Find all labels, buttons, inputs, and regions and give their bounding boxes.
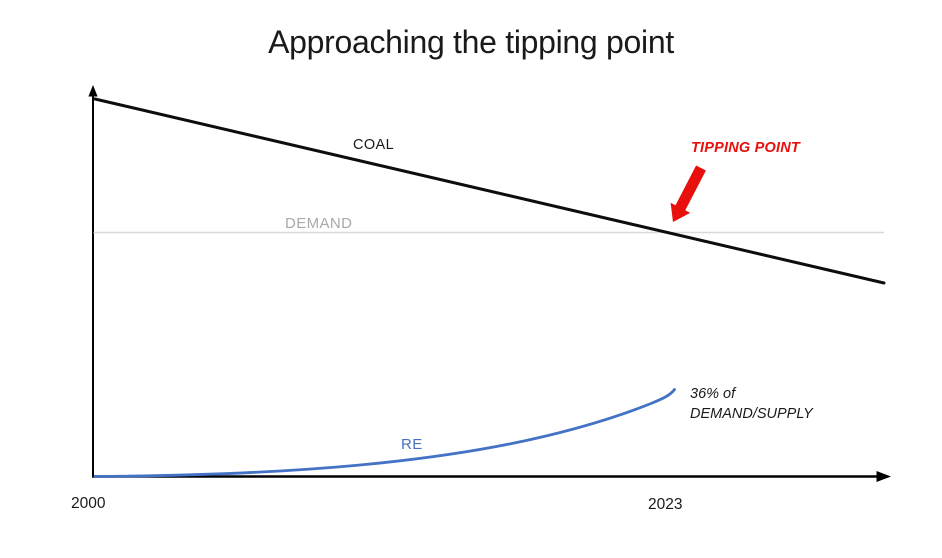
re-series-curve [93,388,676,478]
tipping-point-label: TIPPING POINT [691,140,800,156]
slide-title: Approaching the tipping point [268,24,674,60]
coal-series-line [93,97,886,285]
demand-series-label: DEMAND [285,215,353,232]
re-series-label: RE [401,436,423,453]
x-tick-2023: 2023 [648,496,683,513]
x-axis-arrowhead-icon [876,471,891,482]
re-value-annotation: 36% of DEMAND/SUPPLY [690,385,813,424]
x-tick-2000: 2000 [71,495,106,512]
re-value-annotation-line2: DEMAND/SUPPLY [690,405,813,422]
coal-series-label: COAL [353,137,395,153]
y-axis-arrowhead-icon [88,85,98,97]
tipping-point-arrow-icon [670,165,706,222]
re-value-annotation-line1: 36% of [690,386,736,402]
